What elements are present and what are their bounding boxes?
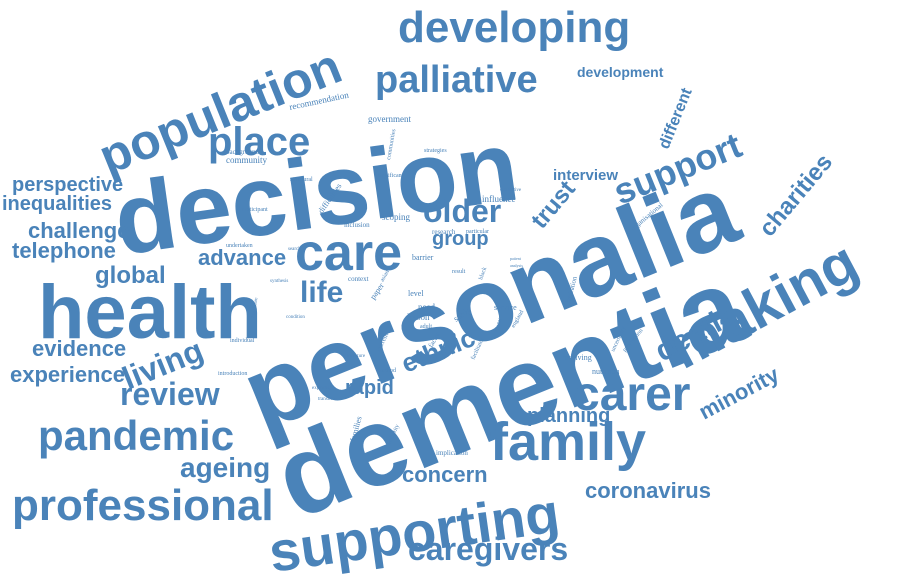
word-receiving: receiving	[562, 353, 592, 362]
word-telephone: telephone	[12, 238, 116, 263]
word-barrier: barrier	[412, 253, 434, 262]
word-nutrition: nutrition	[592, 367, 620, 376]
word-result: result	[452, 269, 466, 275]
word-global: global	[95, 262, 166, 289]
word-condition: condition	[286, 315, 305, 320]
word-perspective: perspective	[12, 174, 123, 196]
word-scoping: scoping	[382, 212, 410, 222]
word-inequalities: inequalities	[2, 193, 112, 215]
word-caregivers: caregivers	[408, 531, 568, 567]
word-participant: participant	[242, 207, 268, 213]
word-transition: transition	[318, 397, 337, 402]
word-palliative: palliative	[375, 59, 538, 101]
word-older: older	[423, 193, 501, 229]
word-black: black	[478, 266, 488, 280]
word-significant: significant	[378, 172, 404, 179]
word-influence: influence	[482, 194, 515, 204]
word-charities: charities	[754, 149, 838, 242]
word-coronavirus: coronavirus	[585, 478, 711, 503]
word-healthcare: healthcare	[251, 296, 260, 318]
word-lesson: lesson	[407, 312, 430, 322]
word-carer: carer	[573, 368, 690, 421]
word-evidence: evidence	[32, 336, 126, 361]
word-introduction: introduction	[218, 371, 247, 377]
word-group: group	[432, 228, 489, 250]
word-need: need	[418, 302, 435, 312]
word-health: health	[38, 270, 262, 355]
word-service: service	[494, 303, 517, 312]
word-synthesis: synthesis	[270, 279, 288, 284]
word-place: place	[208, 120, 310, 164]
word-concern: concern	[402, 462, 488, 487]
word-family: family	[490, 412, 646, 472]
word-implication: implication	[436, 449, 468, 457]
word-system: system	[510, 270, 522, 275]
word-interview: interview	[553, 167, 618, 184]
word-government: government	[368, 114, 411, 124]
word-method: method	[378, 368, 396, 374]
word-analysis: analysis	[510, 263, 523, 268]
word-asian: asian	[380, 269, 391, 283]
word-challenge: challenge	[28, 218, 129, 243]
word-individual: individual	[230, 338, 255, 344]
word-planning: planning	[527, 405, 610, 427]
word-undertaken: undertaken	[226, 243, 253, 249]
word-community: community	[226, 155, 267, 165]
word-ageing: ageing	[180, 452, 270, 483]
word-theme: theme	[494, 316, 504, 332]
word-searches: searches	[288, 247, 305, 252]
word-literature: literature	[347, 354, 366, 359]
word-particular: particular	[466, 229, 489, 235]
word-life: life	[300, 276, 343, 309]
word-background: background	[226, 148, 260, 156]
word-communities: communities	[386, 128, 397, 160]
word-adult: adult	[420, 324, 432, 330]
word-research: research	[432, 228, 456, 236]
word-experience: experience	[10, 362, 125, 387]
word-context: context	[348, 275, 369, 283]
word-developing: developing	[398, 3, 630, 52]
word-inclusion: inclusion	[344, 221, 370, 229]
word-level: level	[408, 289, 424, 298]
word-development: development	[577, 64, 664, 80]
word-pandemic: pandemic	[38, 412, 234, 459]
word-patient: patient	[510, 256, 522, 261]
word-professional: professional	[12, 481, 274, 530]
word-review: review	[120, 376, 220, 412]
word-strategies: strategies	[424, 148, 447, 154]
word-advance: advance	[198, 245, 286, 270]
word-qualitative: qualitative	[500, 188, 522, 193]
word-exploring: exploring	[312, 386, 332, 391]
word-structural: structural	[290, 177, 313, 183]
word-care: care	[295, 224, 402, 282]
word-rapid: rapid	[345, 377, 394, 399]
